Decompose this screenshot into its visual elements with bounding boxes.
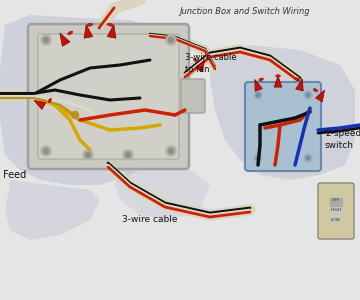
Polygon shape: [60, 33, 70, 46]
Circle shape: [304, 154, 312, 162]
Circle shape: [306, 156, 310, 160]
Circle shape: [126, 152, 130, 158]
Polygon shape: [195, 60, 204, 72]
Circle shape: [254, 91, 262, 99]
Polygon shape: [115, 165, 210, 220]
Polygon shape: [274, 76, 282, 87]
Circle shape: [256, 93, 260, 97]
Circle shape: [254, 154, 262, 162]
Bar: [330, 198, 342, 206]
Circle shape: [83, 150, 93, 160]
Circle shape: [306, 93, 310, 97]
Text: Junction Box and Switch Wiring: Junction Box and Switch Wiring: [180, 8, 310, 16]
Polygon shape: [210, 45, 355, 180]
Polygon shape: [84, 25, 93, 38]
Ellipse shape: [275, 75, 280, 77]
Text: HIGH: HIGH: [330, 208, 342, 212]
Polygon shape: [107, 25, 116, 38]
Circle shape: [72, 112, 78, 118]
Bar: [330, 215, 342, 220]
Text: Feed: Feed: [3, 170, 26, 180]
FancyBboxPatch shape: [28, 24, 189, 169]
Polygon shape: [296, 79, 303, 91]
Circle shape: [168, 148, 174, 154]
Circle shape: [166, 146, 176, 156]
Text: OFF: OFF: [332, 198, 340, 202]
Ellipse shape: [48, 98, 51, 103]
Ellipse shape: [295, 78, 300, 81]
Ellipse shape: [259, 78, 264, 81]
Circle shape: [123, 150, 133, 160]
Polygon shape: [316, 90, 325, 102]
Circle shape: [304, 91, 312, 99]
Polygon shape: [255, 80, 262, 91]
Bar: [330, 208, 342, 213]
Text: LOW: LOW: [331, 218, 341, 222]
Polygon shape: [0, 15, 175, 185]
Ellipse shape: [68, 31, 73, 35]
Circle shape: [256, 156, 260, 160]
Ellipse shape: [87, 23, 93, 26]
Circle shape: [41, 35, 51, 45]
Polygon shape: [34, 100, 46, 109]
FancyBboxPatch shape: [38, 34, 179, 159]
Circle shape: [44, 38, 49, 43]
Circle shape: [168, 38, 174, 43]
Ellipse shape: [313, 88, 318, 92]
Polygon shape: [5, 180, 100, 240]
FancyBboxPatch shape: [181, 79, 205, 113]
Circle shape: [44, 148, 49, 154]
FancyBboxPatch shape: [245, 82, 321, 171]
Circle shape: [166, 35, 176, 45]
Ellipse shape: [107, 23, 113, 26]
Circle shape: [86, 152, 90, 158]
Circle shape: [41, 146, 51, 156]
Text: 3-wire cable: 3-wire cable: [122, 215, 178, 224]
Text: 2-speed
switch: 2-speed switch: [325, 129, 360, 150]
Ellipse shape: [193, 58, 198, 62]
Text: 3-wire cable
to fan: 3-wire cable to fan: [185, 53, 237, 74]
FancyBboxPatch shape: [318, 183, 354, 239]
